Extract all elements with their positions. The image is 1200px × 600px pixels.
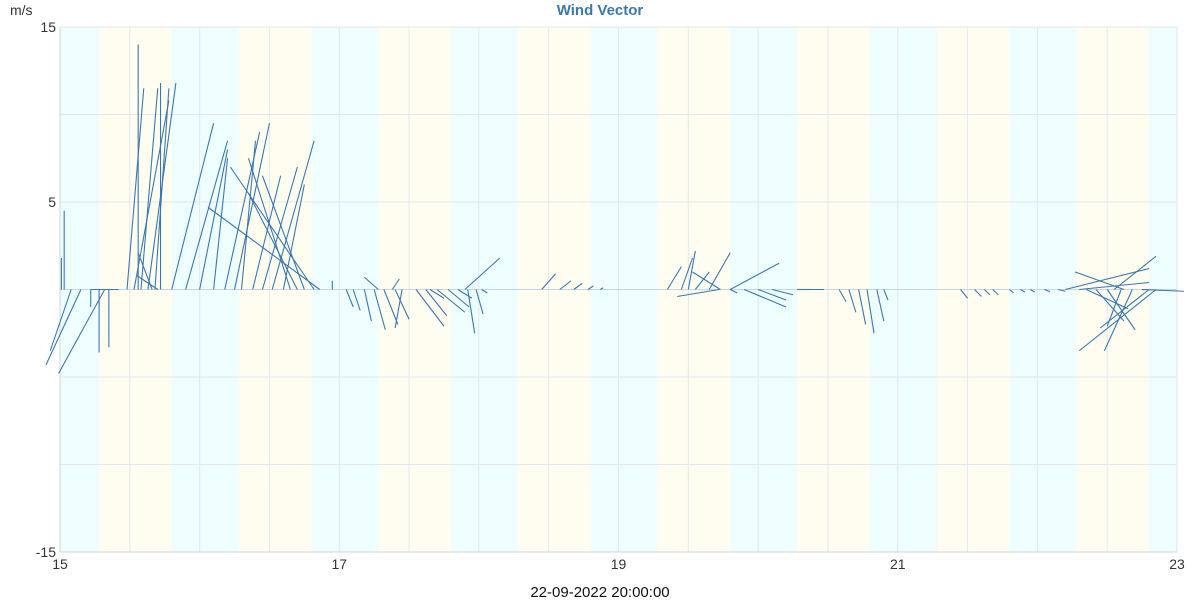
wind-vector xyxy=(1095,289,1125,322)
wind-vector xyxy=(282,184,305,290)
x-tick-label: 21 xyxy=(890,556,906,572)
wind-vector xyxy=(743,288,787,308)
wind-vector xyxy=(364,276,379,290)
chart-title: Wind Vector xyxy=(557,2,644,19)
wind-vector xyxy=(429,289,445,299)
wind-vector xyxy=(240,140,257,290)
wind-vector xyxy=(666,266,682,290)
wind-vector xyxy=(838,289,847,303)
wind-vector xyxy=(729,262,780,290)
wind-vector xyxy=(1086,289,1129,310)
wind-vector xyxy=(687,250,696,290)
wind-vector xyxy=(391,278,400,290)
wind-vector xyxy=(229,166,315,290)
wind-vector xyxy=(394,289,410,320)
wind-vector xyxy=(467,289,476,334)
wind-vector xyxy=(680,257,694,290)
tick-label-layer: 15 17 19 21 23 -15 5 15 xyxy=(36,19,1185,572)
wind-vector xyxy=(252,175,282,290)
wind-vector xyxy=(866,289,875,334)
wind-vector xyxy=(1020,289,1026,293)
wind-vector xyxy=(848,289,857,313)
wind-vector xyxy=(1078,289,1157,352)
wind-vector xyxy=(729,289,738,294)
wind-vector xyxy=(1106,289,1136,331)
x-axis-timestamp: 22-09-2022 20:00:00 xyxy=(530,584,669,600)
wind-vector xyxy=(233,123,270,290)
wind-vector xyxy=(1113,255,1157,290)
wind-vector xyxy=(185,140,229,290)
wind-vector xyxy=(983,289,991,296)
x-tick-label: 17 xyxy=(331,556,347,572)
vector-layer xyxy=(45,44,1185,374)
wind-vector xyxy=(425,289,448,317)
y-tick-label: -15 xyxy=(36,544,56,560)
y-tick-label: 5 xyxy=(48,194,56,210)
wind-vector xyxy=(1030,289,1035,293)
wind-vector xyxy=(587,285,594,290)
wind-vector xyxy=(140,88,159,290)
wind-vector xyxy=(464,257,501,290)
wind-vector xyxy=(248,193,298,290)
wind-vector xyxy=(1065,267,1150,291)
wind-vector xyxy=(415,289,445,327)
wind-vector xyxy=(373,289,386,330)
y-axis-unit-label: m/s xyxy=(10,2,33,18)
wind-vector xyxy=(1074,271,1125,291)
wind-vector xyxy=(261,175,305,290)
wind-vector xyxy=(771,288,794,296)
wind-vector xyxy=(1009,289,1014,294)
wind-vector xyxy=(136,275,159,290)
wind-vector xyxy=(352,289,361,311)
wind-vector xyxy=(345,289,354,308)
wind-vector xyxy=(436,289,466,313)
wind-vector xyxy=(154,88,170,290)
wind-vector xyxy=(992,289,999,296)
wind-vector xyxy=(692,271,721,290)
wind-vector xyxy=(481,289,488,294)
wind-vector xyxy=(383,289,399,325)
wind-vector xyxy=(394,289,403,329)
wind-vector xyxy=(974,289,982,297)
wind-vector xyxy=(708,252,731,290)
wind-vector xyxy=(171,123,215,290)
wind-vector xyxy=(126,88,145,290)
wind-vector xyxy=(858,289,867,325)
wind-vector xyxy=(447,289,470,308)
wind-vector xyxy=(757,288,787,301)
wind-vector xyxy=(457,289,473,299)
wind-vector xyxy=(960,289,968,299)
wind-vector xyxy=(213,158,229,290)
wind-vector xyxy=(475,289,484,315)
wind-vector xyxy=(199,149,229,290)
wind-vector xyxy=(271,140,315,290)
wind-vector xyxy=(883,289,889,301)
wind-vector xyxy=(1099,289,1150,329)
wind-vector xyxy=(1044,288,1051,293)
wind-vector xyxy=(677,288,720,298)
wind-vector xyxy=(1058,288,1066,292)
wind-vector xyxy=(541,273,557,290)
wind-vector xyxy=(207,206,321,290)
wind-vector xyxy=(45,289,82,365)
x-tick-label: 15 xyxy=(52,556,68,572)
wind-vector xyxy=(573,282,583,290)
wind-vector xyxy=(137,252,153,290)
wind-vector xyxy=(559,280,572,290)
grid-layer xyxy=(59,26,1178,553)
wind-vector xyxy=(876,289,885,322)
y-tick-label: 15 xyxy=(40,19,56,35)
x-tick-label: 23 xyxy=(1169,556,1185,572)
wind-vector xyxy=(363,289,372,322)
wind-vector xyxy=(600,287,604,290)
wind-vector xyxy=(49,289,72,351)
wind-vector xyxy=(694,271,710,290)
wind-vector xyxy=(58,289,106,374)
wind-vector xyxy=(261,166,298,290)
x-tick-label: 19 xyxy=(611,556,627,572)
